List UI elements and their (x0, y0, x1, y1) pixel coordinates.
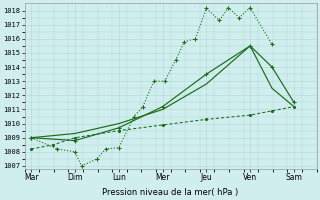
X-axis label: Pression niveau de la mer( hPa ): Pression niveau de la mer( hPa ) (102, 188, 239, 197)
